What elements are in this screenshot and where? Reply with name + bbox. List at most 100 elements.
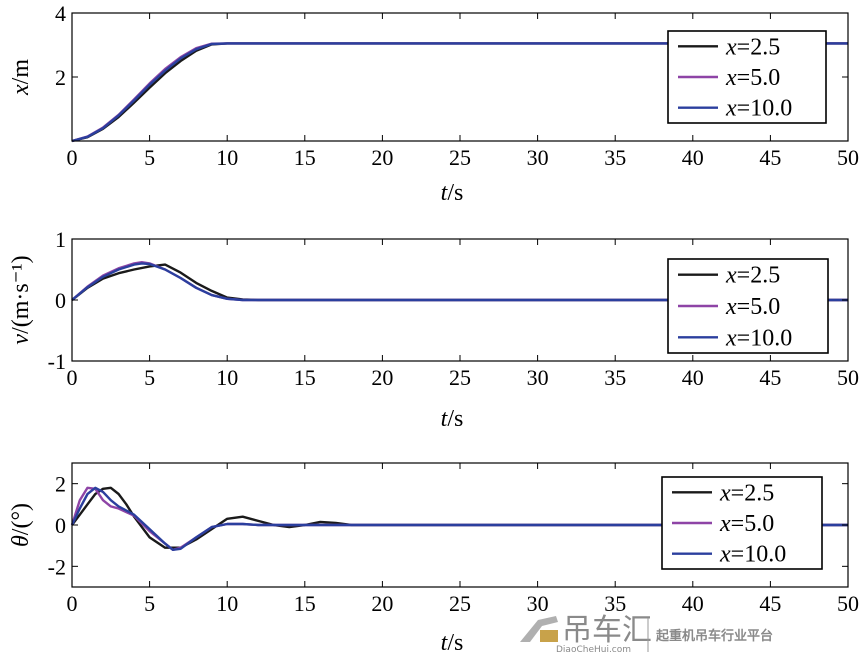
x-axis-label-unit: /s [447,406,463,432]
watermark-site: DiaoCheHui.com [556,645,631,655]
legend-entry-3: x=10.0 [719,542,786,568]
x-tick-label: 45 [759,591,781,616]
y-tick-label: 4 [55,1,66,26]
x-tick-label: 5 [144,591,155,616]
legend-entry-var: x [725,96,737,122]
legend-entry-value: =10.0 [737,325,793,351]
x-tick-label: 45 [759,145,781,170]
legend-entry-value: =2.5 [737,34,781,60]
x-tick-label: 50 [837,365,859,390]
x-tick-label: 35 [604,591,626,616]
y-axis-label-unit: /(°) [8,503,34,535]
x-tick-label: 35 [604,365,626,390]
x-tick-label: 50 [837,591,859,616]
legend-entry-value: =5.0 [731,511,775,537]
x-tick-label: 10 [216,591,238,616]
x-tick-label: 10 [216,365,238,390]
legend-entry-value: =2.5 [731,480,775,506]
y-axis-label: θ/(°) [8,503,34,547]
panel-3: 0 5 10 15 20 25 30 35 40 45 50-202t/sθ/(°)x=2.5x=5… [8,462,859,656]
x-tick-label: 35 [604,145,626,170]
legend: x=2.5x=5.0x=10.0 [661,476,823,570]
legend-entry-var: x [725,34,737,60]
y-axis-label-var: θ [8,535,34,547]
y-axis-label-unit: /(m·s⁻¹) [8,255,34,334]
x-axis-label-var: t [441,180,449,206]
x-tick-label: 5 [144,365,155,390]
legend-entry-var: x [725,65,737,91]
x-tick-label: 0 [67,365,78,390]
legend-entry-value: =10.0 [731,542,787,568]
x-tick-label: 20 [371,145,393,170]
legend-entry-3: x=10.0 [725,96,792,122]
x-tick-label: 30 [527,591,549,616]
watermark-brand: 吊车汇 [562,613,652,648]
y-axis-label: x/m [8,59,34,96]
x-tick-label: 0 [67,591,78,616]
x-tick-label: 15 [294,591,316,616]
watermark: 吊车汇 DiaoCheHui.com 起重机吊车行业平台 [520,613,773,655]
x-tick-label: 20 [371,365,393,390]
x-axis-label-var: t [441,630,449,656]
legend: x=2.5x=5.0x=10.0 [667,258,829,354]
x-tick-label: 45 [759,365,781,390]
x-tick-label: 15 [294,145,316,170]
panel-1: 0 5 10 15 20 25 30 35 40 45 5024t/sx/mx=2.5x=5.0x=… [8,1,859,206]
y-tick-label: 1 [55,227,66,252]
series-line-3 [70,486,848,551]
legend-entry-value: =5.0 [737,294,781,320]
x-tick-label: 25 [449,145,471,170]
legend-entry-value: =2.5 [737,263,781,289]
legend-entry-1: x=2.5 [719,480,774,506]
y-axis-label: v/(m·s⁻¹) [8,255,34,344]
legend-entry-value: =5.0 [737,65,781,91]
x-axis-label-unit: /s [447,180,463,206]
x-axis-label-var: t [441,406,449,432]
y-axis-label-var: x [8,84,34,96]
y-tick-label: 2 [55,472,66,497]
series-line-3 [71,262,848,302]
x-tick-label: 40 [682,591,704,616]
x-tick-label: 30 [527,365,549,390]
y-tick-label: -2 [48,554,66,579]
legend-entry-var: x [725,294,737,320]
legend-entry-1: x=2.5 [725,34,780,60]
legend-entry-1: x=2.5 [725,263,780,289]
y-tick-label: -1 [48,349,66,374]
legend-entry-var: x [725,263,737,289]
legend-entry-var: x [719,542,731,568]
y-tick-label: 0 [55,513,66,538]
x-axis-label: t/s [441,630,464,656]
x-tick-label: 5 [144,145,155,170]
legend: x=2.5x=5.0x=10.0 [667,30,827,124]
legend-entry-var: x [719,480,731,506]
legend-entry-3: x=10.0 [725,325,792,351]
y-axis-label-var: v [8,334,34,345]
legend-entry-2: x=5.0 [719,511,774,537]
x-tick-label: 40 [682,145,704,170]
y-tick-label: 0 [55,288,66,313]
x-tick-label: 20 [371,591,393,616]
legend-entry-2: x=5.0 [725,294,780,320]
series-line-3 [71,42,848,143]
x-tick-label: 15 [294,365,316,390]
x-tick-label: 25 [449,591,471,616]
y-axis-label-unit: /m [8,59,34,85]
x-axis-label: t/s [441,180,464,206]
x-axis-label-unit: /s [447,630,463,656]
legend-entry-var: x [725,325,737,351]
x-tick-label: 25 [449,365,471,390]
x-tick-label: 40 [682,365,704,390]
legend-entry-var: x [719,511,731,537]
legend-entry-2: x=5.0 [725,65,780,91]
panels: 0 5 10 15 20 25 30 35 40 45 5024t/sx/mx=2.5x=5.0x=… [8,1,859,656]
y-tick-label: 2 [55,65,66,90]
x-tick-label: 0 [67,145,78,170]
legend-entry-value: =10.0 [737,96,793,122]
watermark-slogan: 起重机吊车行业平台 [655,628,773,644]
x-tick-label: 10 [216,145,238,170]
crane-logo-icon [520,616,558,642]
x-tick-label: 30 [527,145,549,170]
